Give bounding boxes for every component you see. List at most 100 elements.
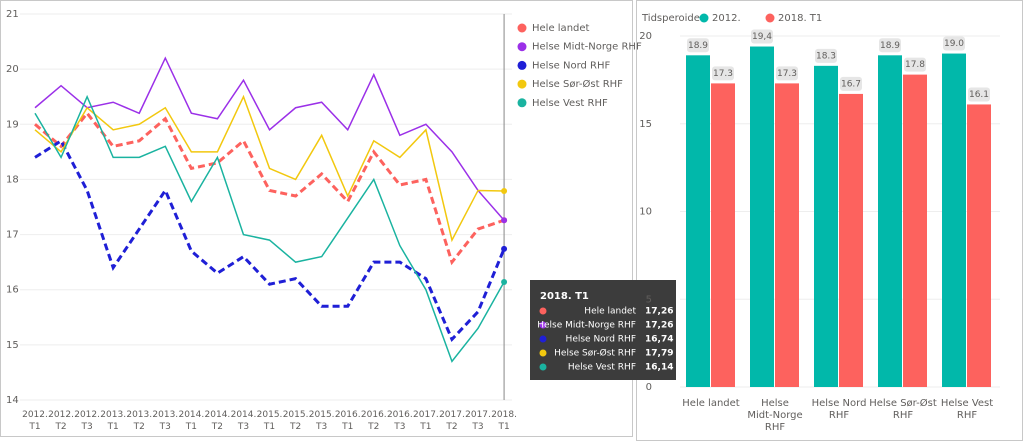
y-tick-label: 21 [6, 9, 19, 20]
value-label-box [712, 66, 734, 81]
value-label-box [904, 57, 926, 72]
tooltip-value: 16,14 [645, 363, 673, 373]
series-line [34, 110, 505, 266]
x-tick-label: Hele landet [682, 398, 740, 409]
y-tick-label: 19 [6, 119, 19, 130]
tooltip-name: Helse Nord RHF [566, 335, 636, 345]
bar [967, 104, 991, 387]
legend-marker [517, 23, 527, 33]
x-tick-label: 2013. T2 [126, 410, 152, 432]
bar [942, 53, 966, 388]
y-tick-label: 10 [639, 207, 652, 218]
bar [750, 46, 774, 387]
value-label-box [879, 38, 901, 53]
left-panel [0, 0, 633, 437]
value-label: 16.7 [841, 79, 861, 89]
y-tick-label: 15 [639, 119, 652, 130]
x-tick-label: Helse Nord RHF [812, 398, 867, 421]
x-tick-label: 2018. T1 [491, 410, 517, 432]
tooltip-value: 17,26 [645, 321, 673, 331]
tooltip-marker [539, 335, 547, 343]
value-label-box [840, 76, 862, 91]
x-tick-label: 2016. T3 [387, 410, 413, 432]
tooltip-title: 2018. T1 [540, 291, 589, 302]
bar [686, 55, 710, 388]
series-line [34, 94, 505, 243]
bar [814, 65, 838, 388]
y-tick-label: 5 [646, 294, 652, 305]
x-tick-label: 2013. T3 [152, 410, 178, 432]
value-label-box [776, 66, 798, 81]
value-label: 18.9 [688, 41, 708, 51]
x-tick-label: Helse Sør-Øst RHF [869, 397, 937, 421]
legend-marker [517, 42, 527, 52]
bar [878, 55, 902, 388]
tooltip-name: Helse Vest RHF [568, 363, 636, 373]
legend-marker [765, 13, 775, 23]
tooltip-name: Helse Midt-Norge RHF [537, 321, 636, 331]
hover-dot [501, 245, 508, 252]
x-tick-label: 2012. T2 [48, 410, 74, 432]
value-label: 18.9 [880, 41, 900, 51]
legend-label: 2012. [712, 13, 741, 24]
tooltip-value: 17,79 [645, 349, 673, 359]
tooltip-box [530, 280, 676, 380]
y-tick-label: 14 [6, 395, 19, 406]
x-tick-label: 2015. T3 [309, 410, 335, 432]
x-tick-label: 2015. T2 [283, 410, 309, 432]
legend-label: Hele landet [532, 23, 590, 34]
y-tick-label: 20 [6, 64, 19, 75]
series-line [34, 94, 505, 363]
value-label: 17.8 [905, 60, 925, 70]
bar [711, 83, 735, 387]
value-label-box [815, 48, 837, 63]
value-label-box [687, 38, 709, 53]
tooltip-value: 16,74 [645, 335, 673, 345]
value-label-box [751, 29, 773, 44]
value-label: 18.3 [816, 51, 836, 61]
y-tick-label: 17 [6, 230, 19, 241]
legend-label: 2018. T1 [778, 13, 822, 24]
legend-marker [517, 79, 527, 89]
x-tick-label: 2015. T1 [257, 410, 283, 432]
tooltip-value: 17,26 [645, 307, 673, 317]
bar [903, 74, 927, 388]
tooltip-name: Helse Sør-Øst RHF [554, 348, 636, 359]
value-label-box [968, 87, 990, 102]
x-tick-label: Helse Midt-Norge RHF [747, 398, 802, 433]
legend-label: Helse Sør-Øst RHF [532, 78, 623, 90]
value-label: 19.0 [944, 39, 964, 49]
x-tick-label: 2014. T2 [205, 410, 231, 432]
series-line [34, 56, 505, 221]
hover-dot [501, 188, 508, 195]
x-tick-label: 2012. T1 [22, 410, 48, 432]
x-tick-label: 2014. T1 [178, 410, 204, 432]
value-label: 17.3 [713, 69, 733, 79]
tooltip-marker [539, 307, 547, 315]
x-tick-label: 2016. T2 [361, 410, 387, 432]
tooltip: 2018. T1 Hele landet 17,26 Helse Midt-Norge… [530, 280, 676, 380]
tooltip-name: Hele landet [584, 307, 636, 317]
x-tick-label: 2013. T1 [100, 410, 126, 432]
right-panel [636, 0, 1023, 441]
legend-label: Helse Vest RHF [532, 98, 608, 109]
series-line [34, 138, 506, 343]
hover-dot [501, 278, 508, 285]
bar [775, 83, 799, 387]
value-label: 16.1 [969, 90, 989, 100]
tooltip-marker [539, 321, 547, 329]
x-tick-label: 2017. T1 [413, 410, 439, 432]
y-tick-label: 0 [646, 382, 652, 393]
tooltip-marker [539, 363, 547, 371]
x-tick-label: 2017. T2 [439, 410, 465, 432]
value-label: 19,4 [752, 32, 772, 42]
y-tick-label: 16 [6, 285, 19, 296]
hover-dot [501, 217, 508, 224]
x-tick-label: 2014. T3 [231, 410, 257, 432]
y-tick-label: 15 [6, 340, 19, 351]
tooltip-marker [539, 349, 547, 357]
value-label-box [943, 36, 965, 51]
x-tick-label: 2016. T1 [335, 410, 361, 432]
legend-title: Tidsperoide [641, 13, 700, 24]
